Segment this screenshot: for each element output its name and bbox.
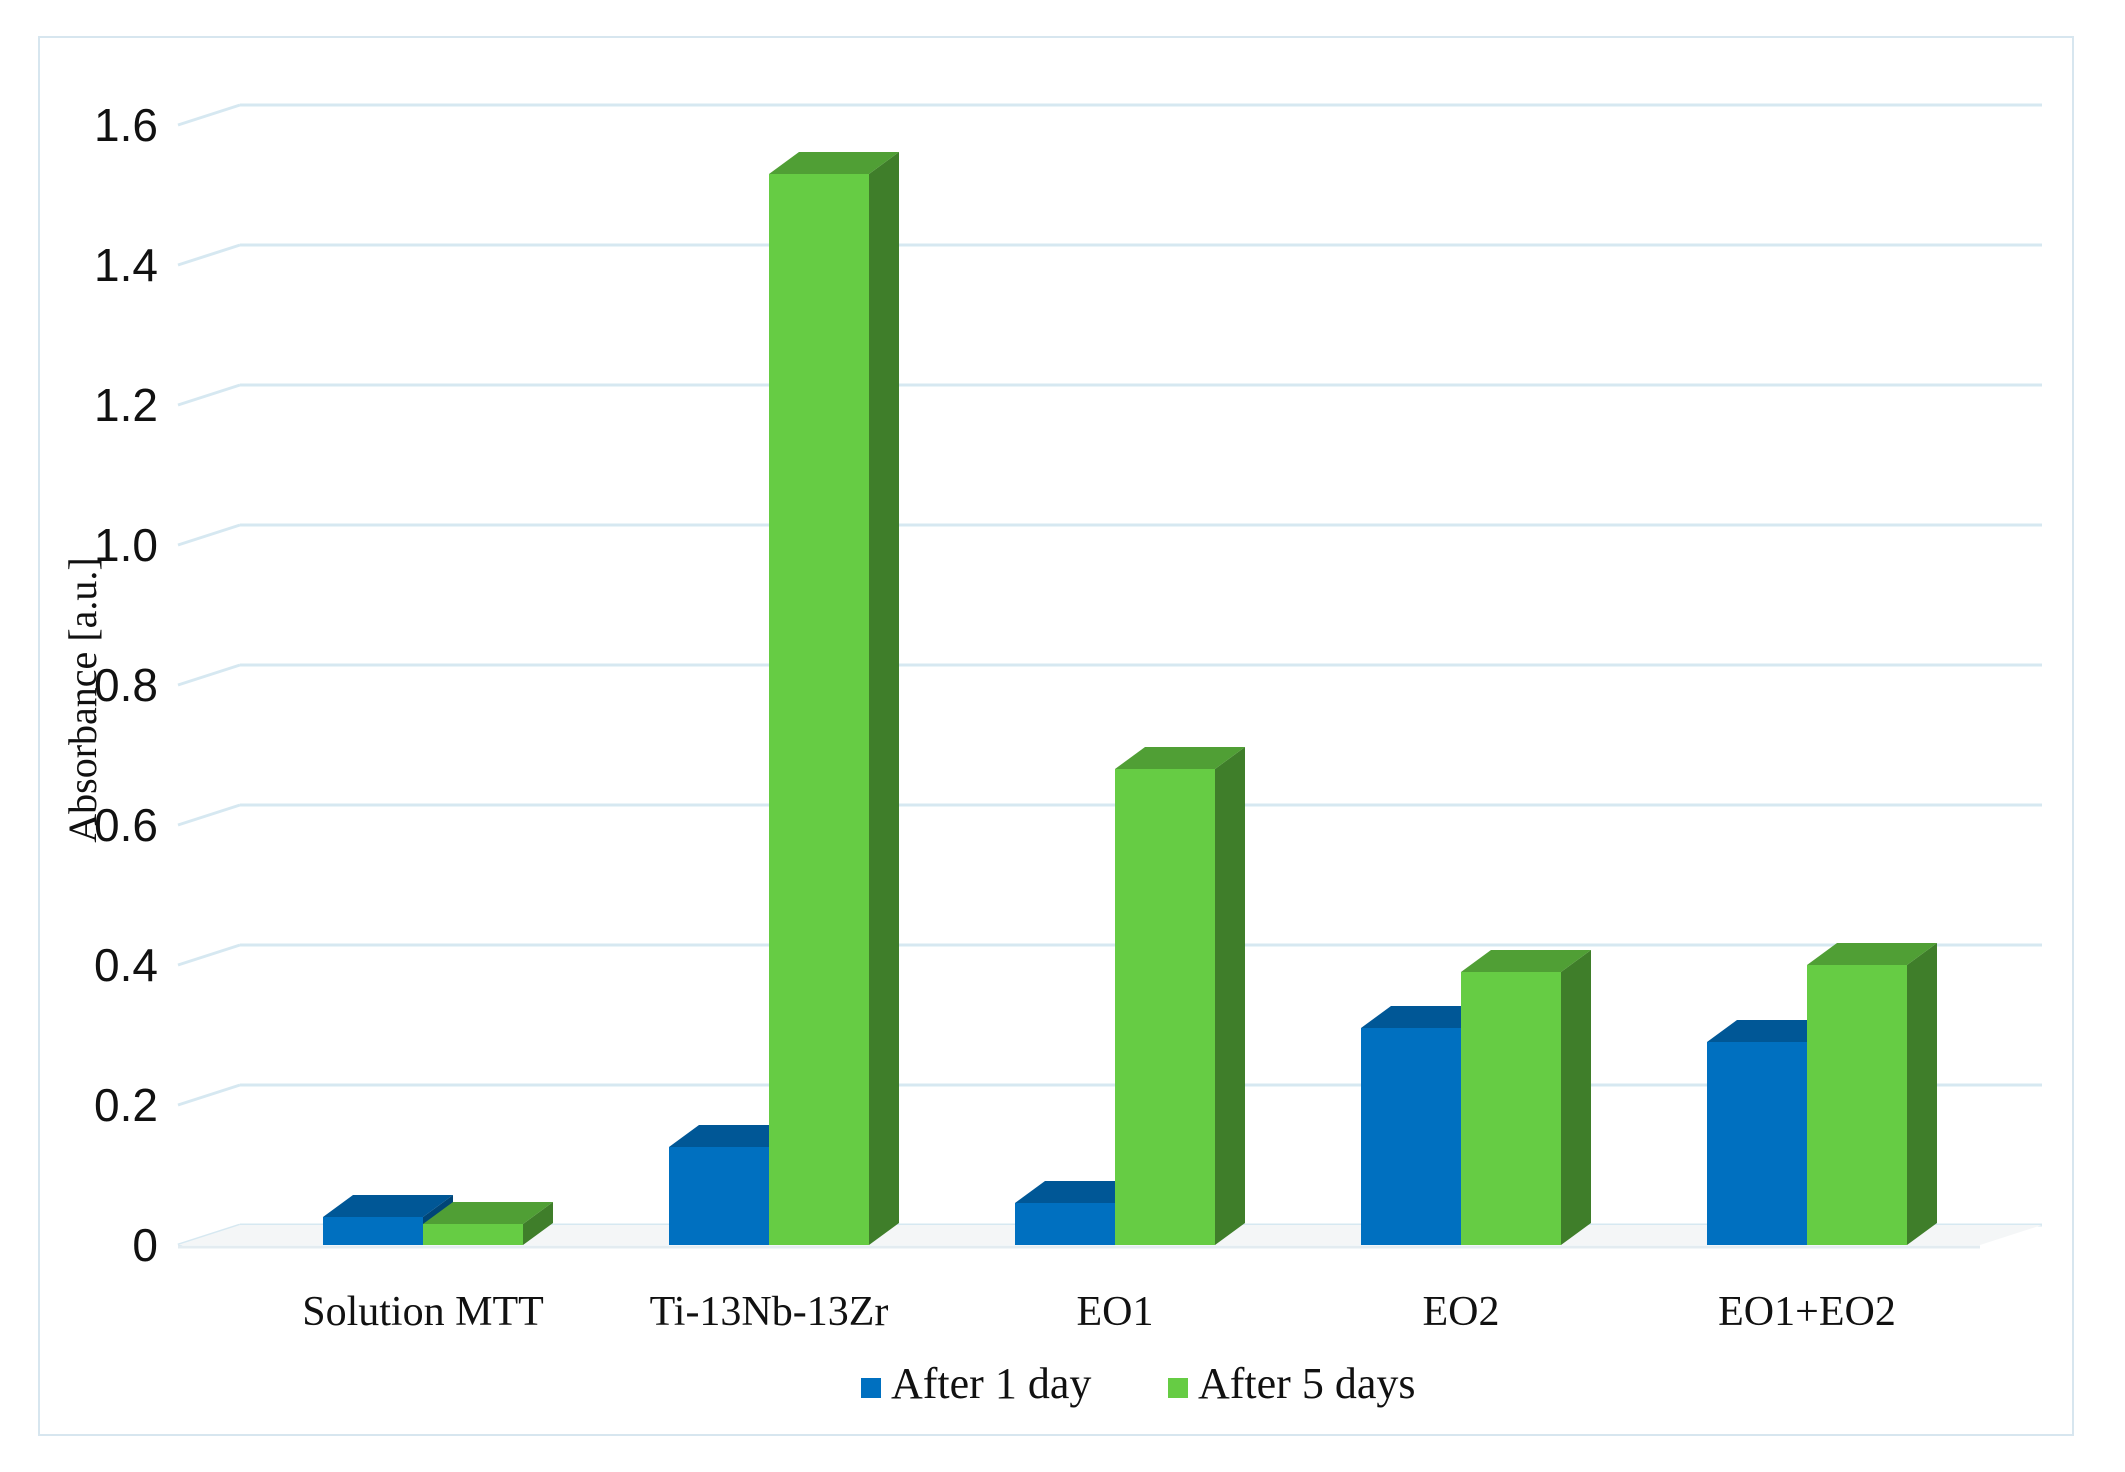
legend-label: After 1 day: [891, 1359, 1091, 1408]
gridline-depth: [177, 103, 241, 127]
bar-front: [323, 1217, 423, 1245]
legend-item: After 5 days: [1168, 1359, 1416, 1408]
bar-front: [1707, 1042, 1807, 1245]
bar-top: [1807, 943, 1937, 965]
legend-swatch: [1168, 1378, 1188, 1398]
bar: [1115, 747, 1245, 1245]
bar: [769, 152, 899, 1245]
bar-top: [1115, 747, 1245, 769]
gridline-depth: [177, 383, 241, 407]
y-axis-title: Absorbance [a.u.]: [60, 557, 105, 842]
x-category-label: EO1: [1077, 1289, 1154, 1335]
bar: [1461, 950, 1591, 1245]
bar-front: [423, 1224, 523, 1245]
bar-top: [1707, 1020, 1837, 1042]
y-tick-label: 1.6: [94, 99, 158, 151]
x-category-label: Solution MTT: [302, 1289, 544, 1335]
bar-side: [869, 152, 899, 1245]
bar-top: [1015, 1181, 1145, 1203]
bar-top: [669, 1125, 799, 1147]
x-category-label: EO1+EO2: [1718, 1289, 1896, 1335]
bar-front: [1361, 1028, 1461, 1245]
gridline-depth: [177, 663, 241, 687]
y-tick-label: 0.2: [94, 1079, 158, 1131]
y-tick-label: 1.2: [94, 379, 158, 431]
legend-swatch: [861, 1378, 881, 1398]
legend: After 1 day After 5 days: [861, 1359, 1416, 1408]
legend-label: After 5 days: [1198, 1359, 1416, 1408]
gridline-depth: [177, 943, 241, 967]
bar: [1015, 1181, 1145, 1245]
bar-front: [1015, 1203, 1115, 1245]
bar-top: [323, 1195, 453, 1217]
bar-side: [1561, 950, 1591, 1245]
bar-front: [1807, 965, 1907, 1245]
legend-item: After 1 day: [861, 1359, 1091, 1408]
gridline-depth: [177, 1083, 241, 1107]
bar: [1807, 943, 1937, 1245]
y-tick-label: 0.6: [94, 799, 158, 851]
bar-top: [1461, 950, 1591, 972]
gridline-depth: [177, 803, 241, 827]
bar-front: [1115, 769, 1215, 1245]
bar-side: [523, 1202, 553, 1245]
bar-top: [769, 152, 899, 174]
y-tick-label: 0.4: [94, 939, 158, 991]
gridline-depth: [177, 523, 241, 547]
y-tick-label: 0.8: [94, 659, 158, 711]
bar: [423, 1202, 553, 1245]
bar-top: [1361, 1006, 1491, 1028]
y-tick-label: 1.0: [94, 519, 158, 571]
gridline-depth: [177, 243, 241, 267]
x-axis-categories: Solution MTT Ti-13Nb-13Zr EO1 EO2 EO1+EO2: [302, 1289, 1896, 1335]
bar: [323, 1195, 453, 1245]
x-category-label: EO2: [1423, 1289, 1500, 1335]
y-tick-label: 1.4: [94, 239, 158, 291]
y-axis-ticks: 0 0.2 0.4 0.6 0.8 1.0 1.2 1.4 1.6: [94, 99, 158, 1271]
bars: [323, 152, 1937, 1245]
bar-front: [1461, 972, 1561, 1245]
bar-side: [1907, 943, 1937, 1245]
y-tick-label: 0: [132, 1219, 158, 1271]
bar-front: [669, 1147, 769, 1245]
bar-front: [769, 174, 869, 1245]
bar-top: [423, 1202, 553, 1224]
bar-side: [1215, 747, 1245, 1245]
x-category-label: Ti-13Nb-13Zr: [650, 1289, 889, 1335]
